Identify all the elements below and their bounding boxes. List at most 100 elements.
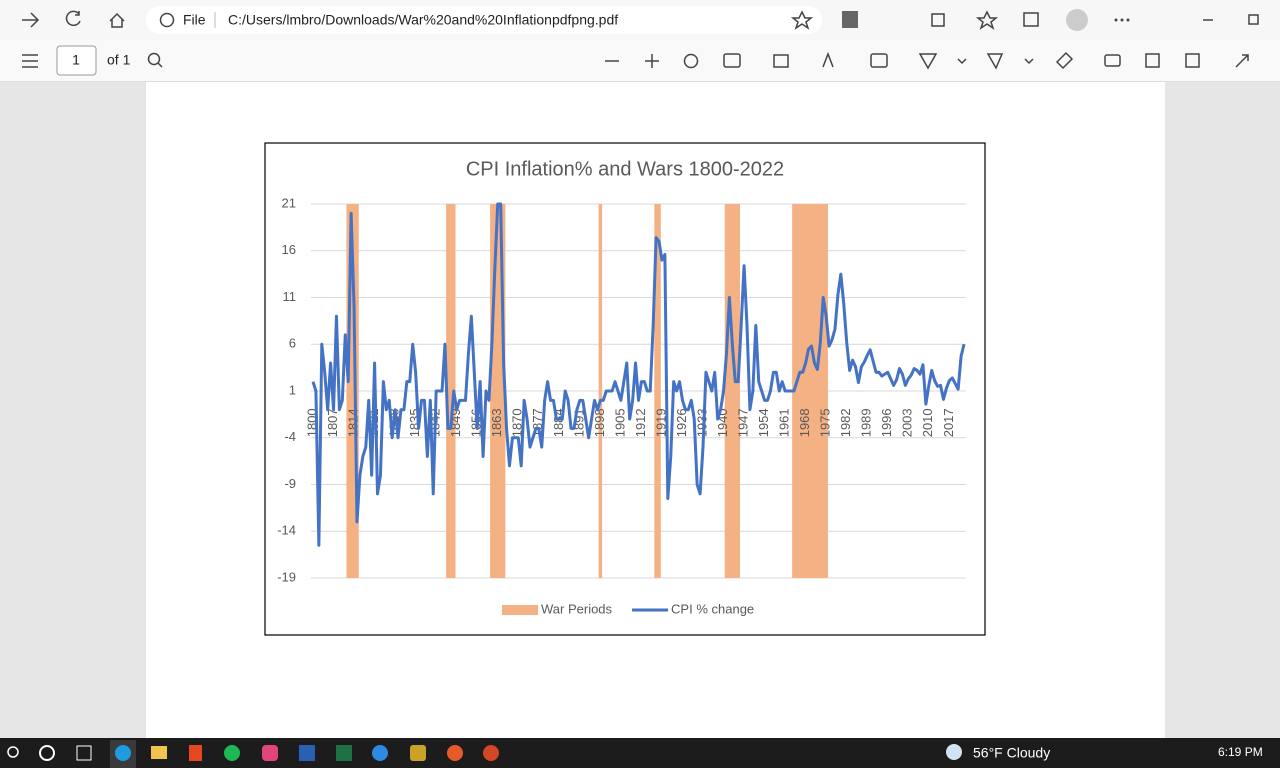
word-icon[interactable] bbox=[299, 745, 315, 761]
erase-button[interactable] bbox=[1055, 51, 1074, 70]
spotify-icon[interactable] bbox=[224, 745, 240, 761]
war-bar bbox=[490, 204, 494, 578]
war-bar bbox=[806, 204, 811, 578]
fit-button[interactable] bbox=[723, 53, 741, 68]
app-icon[interactable] bbox=[447, 745, 463, 761]
weather-icon[interactable] bbox=[946, 744, 962, 760]
menu-dot[interactable] bbox=[1126, 18, 1130, 22]
app-icon[interactable] bbox=[410, 745, 426, 761]
x-tick-label: 1870 bbox=[510, 408, 525, 437]
war-bar bbox=[809, 204, 814, 578]
war-bar bbox=[724, 204, 729, 578]
save-as-button[interactable] bbox=[1185, 53, 1200, 68]
clock[interactable]: 6:19 PM bbox=[1218, 745, 1263, 759]
cpi-line bbox=[311, 202, 966, 547]
explorer-icon[interactable] bbox=[151, 746, 167, 759]
y-tick-label: -9 bbox=[284, 476, 296, 491]
x-tick-label: 1961 bbox=[777, 408, 792, 437]
y-tick-label: -14 bbox=[277, 523, 296, 538]
x-tick-label: 1905 bbox=[612, 408, 627, 437]
x-tick-label: 2010 bbox=[920, 408, 935, 437]
war-bar bbox=[727, 204, 732, 578]
x-tick-label: 1863 bbox=[489, 408, 504, 437]
war-bar bbox=[346, 204, 350, 578]
text-button[interactable] bbox=[870, 53, 888, 68]
y-tick-label: 21 bbox=[282, 195, 296, 210]
war-bar bbox=[493, 204, 497, 578]
x-tick-label: 2017 bbox=[941, 408, 956, 437]
legend-label: War Periods bbox=[541, 601, 613, 616]
x-tick-label: 1926 bbox=[674, 408, 689, 437]
war-bar bbox=[498, 204, 503, 578]
edge-icon[interactable] bbox=[115, 745, 131, 761]
x-tick-label: 1919 bbox=[653, 408, 668, 437]
y-tick-label: 6 bbox=[289, 336, 296, 351]
search-icon[interactable] bbox=[7, 746, 19, 758]
task-view-icon[interactable] bbox=[76, 745, 92, 761]
x-tick-label: 1982 bbox=[838, 408, 853, 437]
powerpoint-icon[interactable] bbox=[483, 745, 499, 761]
x-tick-label: 2003 bbox=[900, 408, 915, 437]
y-tick-label: 11 bbox=[283, 289, 297, 304]
page-number: 1 bbox=[72, 52, 80, 68]
x-tick-label: 1898 bbox=[592, 408, 607, 437]
home-button[interactable] bbox=[109, 12, 125, 28]
draw-button[interactable] bbox=[918, 53, 938, 70]
fullscreen-button[interactable] bbox=[1235, 54, 1249, 68]
weather[interactable]: 56°F Cloudy bbox=[973, 745, 1050, 761]
address-bar[interactable] bbox=[146, 6, 822, 34]
x-tick-label: 1954 bbox=[756, 408, 771, 437]
y-tick-label: -19 bbox=[277, 569, 296, 584]
highlight-menu[interactable] bbox=[1024, 58, 1034, 65]
favorites-button[interactable] bbox=[975, 10, 999, 30]
restore-button[interactable] bbox=[1248, 14, 1259, 25]
war-bar bbox=[598, 204, 603, 578]
y-tick-label: 16 bbox=[282, 242, 296, 257]
x-tick-label: 1968 bbox=[797, 408, 812, 437]
war-bar bbox=[812, 204, 817, 578]
war-bar bbox=[349, 204, 353, 578]
war-bar bbox=[815, 204, 820, 578]
x-tick-label: 1989 bbox=[859, 408, 874, 437]
reload-button[interactable] bbox=[65, 10, 81, 27]
app-icon[interactable] bbox=[262, 745, 278, 761]
war-bar bbox=[800, 204, 805, 578]
profile-button[interactable] bbox=[1066, 9, 1088, 31]
extensions-button[interactable] bbox=[931, 13, 945, 27]
war-bar bbox=[798, 204, 802, 578]
office-icon[interactable] bbox=[189, 745, 202, 761]
x-tick-label: 1975 bbox=[818, 408, 833, 437]
pdf-toolbar bbox=[0, 40, 1280, 82]
zoom-in-button[interactable] bbox=[645, 54, 659, 68]
war-bar bbox=[736, 204, 740, 578]
war-bar bbox=[821, 204, 826, 578]
war-bar bbox=[449, 204, 453, 578]
taskbar bbox=[0, 738, 1280, 768]
url-scheme: File bbox=[183, 12, 206, 28]
favorite-button[interactable] bbox=[790, 10, 814, 30]
draw-menu[interactable] bbox=[957, 58, 967, 65]
rotate-button[interactable] bbox=[683, 53, 699, 69]
menu-dot[interactable] bbox=[1114, 18, 1118, 22]
app-icon[interactable] bbox=[372, 745, 388, 761]
excel-icon[interactable] bbox=[336, 745, 352, 761]
cortana-icon[interactable] bbox=[39, 745, 55, 761]
page-view-button[interactable] bbox=[773, 54, 789, 68]
read-aloud-button[interactable] bbox=[822, 51, 834, 68]
search-button[interactable] bbox=[147, 52, 161, 66]
print-button[interactable] bbox=[1104, 54, 1121, 67]
contents-button[interactable] bbox=[22, 54, 38, 68]
menu-dot[interactable] bbox=[1120, 18, 1124, 22]
war-bar bbox=[355, 204, 359, 578]
highlight-button[interactable] bbox=[986, 53, 1004, 70]
extension-icon[interactable] bbox=[842, 11, 858, 28]
save-button[interactable] bbox=[1145, 53, 1160, 68]
page-input[interactable] bbox=[56, 45, 97, 76]
collections-button[interactable] bbox=[1023, 12, 1039, 27]
forward-button[interactable] bbox=[22, 12, 40, 28]
search-handle bbox=[157, 62, 163, 68]
x-tick-label: 1807 bbox=[325, 408, 340, 437]
war-bar bbox=[654, 204, 658, 578]
